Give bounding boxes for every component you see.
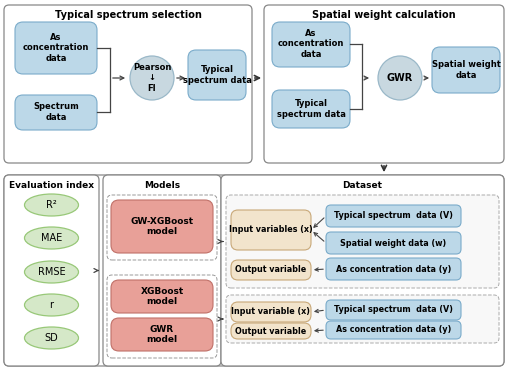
Text: As concentration data (y): As concentration data (y) xyxy=(336,265,451,273)
Text: Typical spectrum  data (V): Typical spectrum data (V) xyxy=(334,305,453,315)
FancyBboxPatch shape xyxy=(226,295,499,343)
Text: Spatial weight calculation: Spatial weight calculation xyxy=(312,10,456,20)
Text: Spatial weight data (w): Spatial weight data (w) xyxy=(341,239,446,247)
Ellipse shape xyxy=(24,194,78,216)
Text: Spatial weight
data: Spatial weight data xyxy=(432,60,500,80)
FancyBboxPatch shape xyxy=(107,195,217,260)
Text: Output variable: Output variable xyxy=(235,266,306,275)
Text: Models: Models xyxy=(144,181,180,190)
FancyBboxPatch shape xyxy=(326,258,461,280)
Text: GWR: GWR xyxy=(387,73,413,83)
Text: r: r xyxy=(49,300,53,310)
FancyBboxPatch shape xyxy=(103,175,221,366)
Text: Dataset: Dataset xyxy=(343,181,382,190)
Ellipse shape xyxy=(130,56,174,100)
FancyBboxPatch shape xyxy=(231,302,311,322)
FancyBboxPatch shape xyxy=(188,50,246,100)
Text: XGBoost
model: XGBoost model xyxy=(140,287,184,306)
FancyBboxPatch shape xyxy=(15,22,97,74)
FancyBboxPatch shape xyxy=(326,232,461,254)
Text: Output variable: Output variable xyxy=(235,326,306,335)
Text: R²: R² xyxy=(46,200,57,210)
Ellipse shape xyxy=(24,327,78,349)
FancyBboxPatch shape xyxy=(4,175,99,366)
Text: Pearson
↓
FI: Pearson ↓ FI xyxy=(133,63,171,93)
FancyBboxPatch shape xyxy=(272,22,350,67)
FancyBboxPatch shape xyxy=(326,321,461,339)
FancyBboxPatch shape xyxy=(111,200,213,253)
Ellipse shape xyxy=(24,227,78,249)
Text: Input variables (x): Input variables (x) xyxy=(229,226,313,234)
Ellipse shape xyxy=(378,56,422,100)
FancyBboxPatch shape xyxy=(107,275,217,358)
Text: As
concentration
data: As concentration data xyxy=(23,33,89,63)
Text: Evaluation index: Evaluation index xyxy=(9,181,94,190)
FancyBboxPatch shape xyxy=(226,195,499,288)
Text: Typical spectrum  data (V): Typical spectrum data (V) xyxy=(334,211,453,220)
Text: Spectrum
data: Spectrum data xyxy=(33,102,79,122)
FancyBboxPatch shape xyxy=(432,47,500,93)
FancyBboxPatch shape xyxy=(326,205,461,227)
Text: GW-XGBoost
model: GW-XGBoost model xyxy=(130,217,193,236)
Text: RMSE: RMSE xyxy=(38,267,65,277)
FancyBboxPatch shape xyxy=(231,260,311,280)
Ellipse shape xyxy=(24,261,78,283)
Ellipse shape xyxy=(24,294,78,316)
FancyBboxPatch shape xyxy=(231,210,311,250)
Text: GWR
model: GWR model xyxy=(147,325,178,344)
FancyBboxPatch shape xyxy=(4,175,504,366)
FancyBboxPatch shape xyxy=(4,5,252,163)
Text: Typical
spectrum data: Typical spectrum data xyxy=(183,65,251,85)
Text: MAE: MAE xyxy=(41,233,62,243)
FancyBboxPatch shape xyxy=(326,300,461,320)
Text: SD: SD xyxy=(45,333,59,343)
FancyBboxPatch shape xyxy=(221,175,504,366)
FancyBboxPatch shape xyxy=(272,90,350,128)
Text: Input variable (x): Input variable (x) xyxy=(232,308,310,316)
FancyBboxPatch shape xyxy=(264,5,504,163)
Text: Typical spectrum selection: Typical spectrum selection xyxy=(54,10,202,20)
FancyBboxPatch shape xyxy=(231,323,311,339)
Text: As concentration data (y): As concentration data (y) xyxy=(336,325,451,335)
FancyBboxPatch shape xyxy=(111,318,213,351)
FancyBboxPatch shape xyxy=(15,95,97,130)
Text: Typical
spectrum data: Typical spectrum data xyxy=(276,99,346,119)
Text: As
concentration
data: As concentration data xyxy=(278,29,344,59)
FancyBboxPatch shape xyxy=(111,280,213,313)
